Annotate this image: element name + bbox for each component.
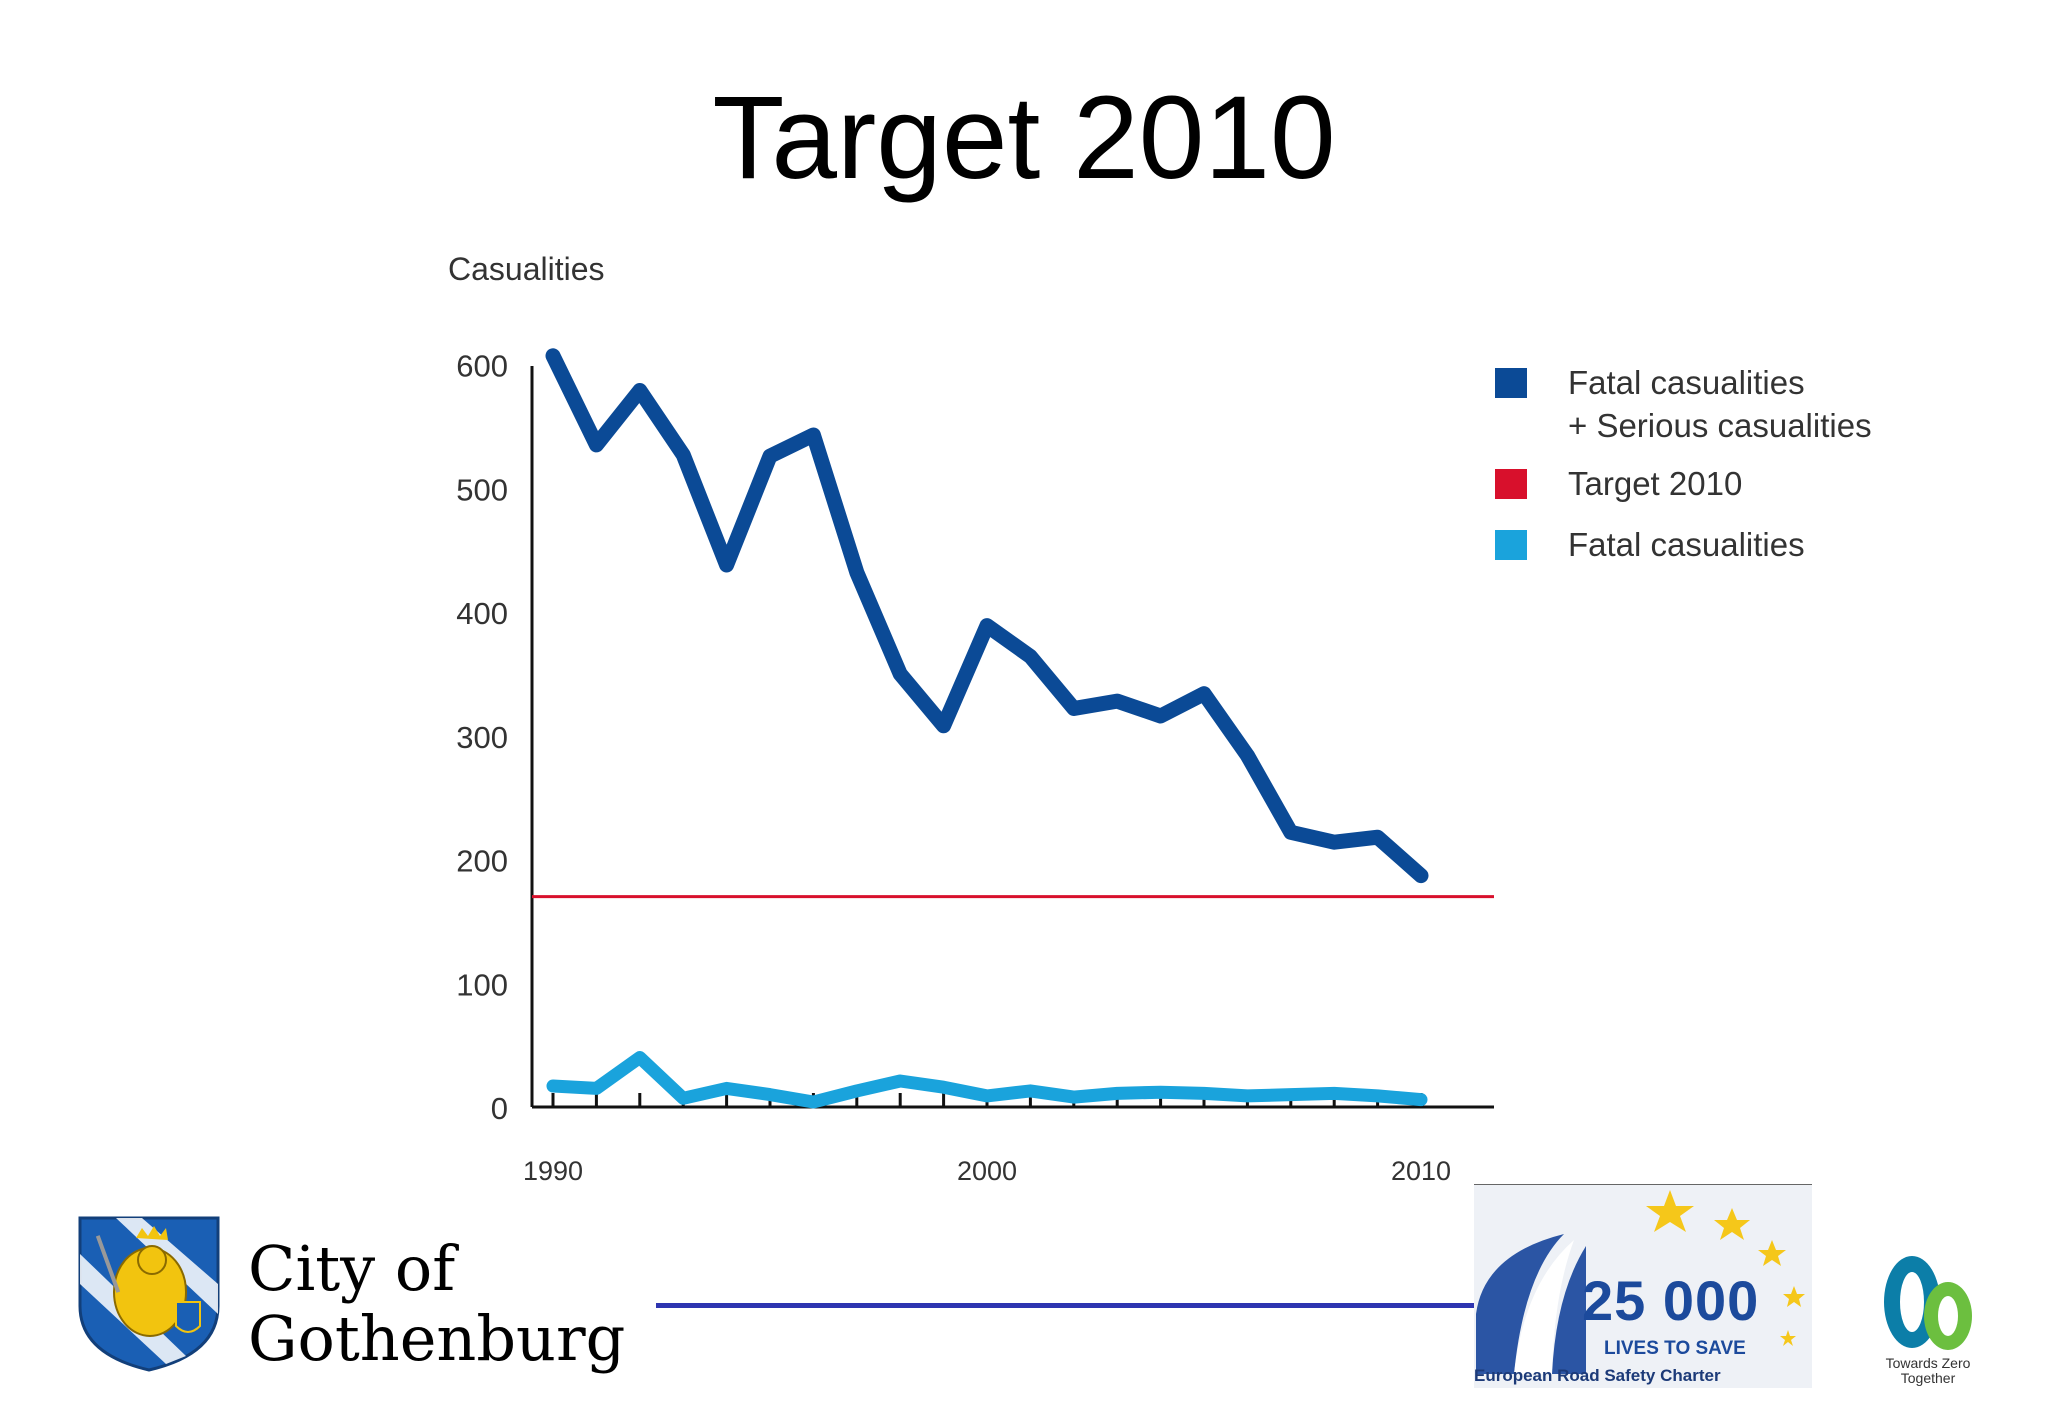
footer-divider: [656, 1303, 1476, 1308]
towards-zero-line1: Towards Zero: [1885, 1355, 1971, 1371]
road-safety-charter-logo: [1474, 1184, 1812, 1388]
legend-label: + Serious casualities: [1568, 407, 1872, 444]
series-line-fatal: [546, 1051, 1428, 1109]
towards-zero-logo: [1884, 1256, 1972, 1350]
chart-axes: 0 100 200 300 400 500 600 1990 2000 2010: [456, 349, 1494, 1186]
city-name: City of Gothenburg: [248, 1234, 625, 1374]
slide-title: Target 2010: [712, 72, 1336, 204]
city-name-line2: Gothenburg: [248, 1302, 626, 1375]
towards-zero-text: Towards Zero Together: [1862, 1356, 1994, 1386]
x-tick-label: 1990: [523, 1156, 583, 1186]
towards-zero-line2: Together: [1900, 1370, 1956, 1386]
city-crest-logo: [78, 1216, 220, 1372]
x-tick-label: 2000: [957, 1156, 1017, 1186]
charter-footer-text: European Road Safety Charter: [1474, 1366, 1721, 1385]
legend-label: Target 2010: [1568, 465, 1742, 502]
series-line-fatal-serious: [545, 348, 1429, 884]
series-layer: [545, 348, 1429, 1109]
x-tick-label: 2010: [1391, 1156, 1451, 1186]
y-tick-label: 0: [491, 1091, 508, 1126]
y-tick-label: 300: [456, 720, 508, 755]
casualties-line-chart: Casualities 0 100 200 300 400 500 600 1990 2000 2…: [448, 251, 1872, 1186]
y-tick-label: 400: [456, 596, 508, 631]
y-axis-label: Casualities: [448, 251, 605, 287]
legend-swatch: [1495, 469, 1527, 499]
legend-label: Fatal casualities: [1568, 364, 1805, 401]
city-name-line1: City of: [248, 1232, 456, 1305]
y-tick-label: 200: [456, 844, 508, 879]
charter-number: 25 000: [1582, 1269, 1760, 1332]
legend-swatch: [1495, 368, 1527, 398]
charter-subtitle: LIVES TO SAVE: [1604, 1338, 1746, 1359]
y-tick-label: 100: [456, 967, 508, 1002]
chart-legend: Fatal casualities + Serious casualities Ta…: [1495, 364, 1872, 563]
y-tick-label: 500: [456, 472, 508, 507]
y-tick-label: 600: [456, 349, 508, 384]
legend-label: Fatal casualities: [1568, 526, 1805, 563]
legend-swatch: [1495, 530, 1527, 560]
